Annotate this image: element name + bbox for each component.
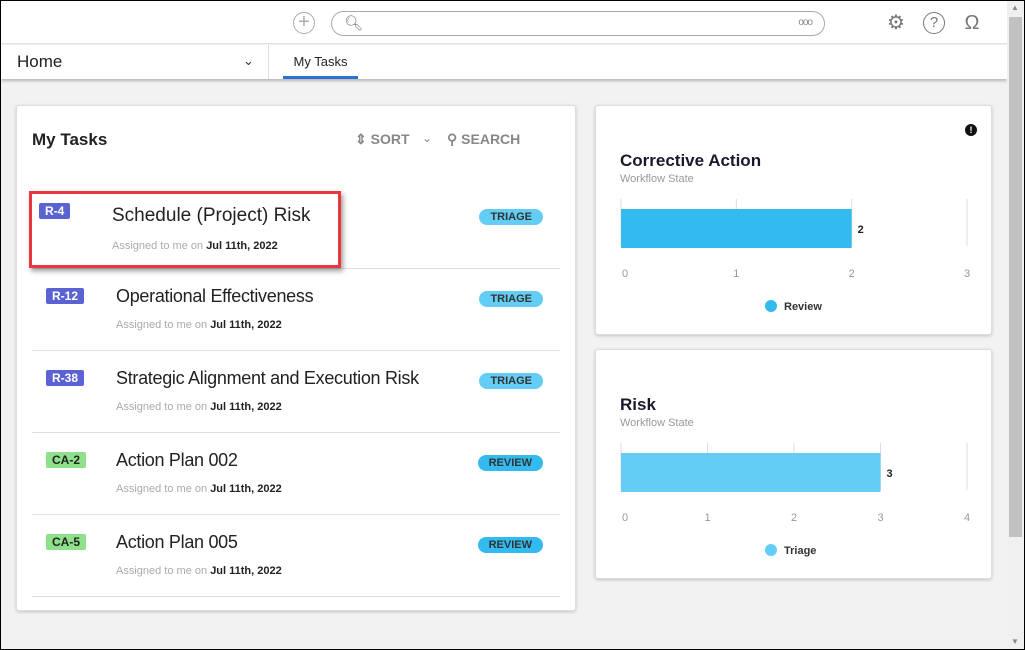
state-badge: REVIEW [477, 455, 543, 471]
gear-icon[interactable]: ⚙ [887, 12, 905, 34]
divider [268, 45, 269, 79]
tick-label: 0 [622, 268, 628, 280]
assigned-prefix: Assigned to me on [116, 565, 208, 577]
task-id-badge: R-12 [46, 288, 85, 304]
tick-label: 0 [622, 512, 628, 524]
widget-subtitle: Workflow State [620, 173, 694, 185]
widget-title: Corrective Action [620, 151, 762, 170]
highlight-box[interactable]: R-4 Schedule (Project) Risk Assigned to … [29, 191, 341, 268]
legend-label: Review [784, 301, 822, 313]
sort-button[interactable]: ⇕ SORT [355, 131, 410, 147]
search-input[interactable]: 🔍︎ ooo [331, 11, 825, 36]
state-badge: TRIAGE [479, 373, 543, 389]
task-title[interactable]: Action Plan 005 [116, 532, 238, 552]
tick-label: 3 [877, 512, 883, 524]
scrollbar-thumb[interactable] [1009, 17, 1022, 537]
data-label: 2 [858, 224, 864, 236]
search-label: SEARCH [461, 131, 521, 147]
task-row[interactable]: TRIAGE [32, 187, 560, 269]
task-title[interactable]: Schedule (Project) Risk [112, 205, 311, 226]
alert-icon[interactable]: ! [965, 124, 977, 136]
state-badge: REVIEW [477, 537, 543, 553]
task-assigned: Assigned to me on Jul 11th, 2022 [116, 319, 282, 331]
task-title[interactable]: Strategic Alignment and Execution Risk [116, 368, 419, 388]
ellipsis-icon[interactable]: ooo [798, 17, 813, 28]
tick-label: 3 [964, 268, 970, 280]
chevron-down-icon[interactable]: ⌄ [243, 53, 254, 68]
top-bar: + 🔍︎ ooo ⚙ ? Ω [1, 1, 1007, 44]
task-id-badge: CA-2 [46, 452, 87, 468]
data-label: 3 [887, 468, 893, 480]
tick-label: 4 [964, 512, 970, 524]
scrollbar[interactable]: ▲ ▼ [1007, 1, 1024, 649]
legend-marker [765, 300, 777, 312]
assigned-prefix: Assigned to me on [116, 401, 208, 413]
assigned-prefix: Assigned to me on [116, 319, 208, 331]
task-assigned: Assigned to me on Jul 11th, 2022 [116, 401, 282, 413]
task-title[interactable]: Operational Effectiveness [116, 286, 314, 306]
my-tasks-card: My Tasks ⇕ SORT ⌄ ⚲ SEARCH TRIAGE R-4 Sch… [16, 105, 576, 611]
assigned-date: Jul 11th, 2022 [210, 319, 282, 331]
card-title: My Tasks [32, 130, 108, 149]
nav-bar: Home ⌄ My Tasks [1, 45, 1007, 79]
user-icon[interactable]: Ω [964, 12, 980, 34]
widget-risk: Risk Workflow State 0 1 2 3 4 3 Triage [595, 349, 992, 579]
sort-label: SORT [370, 131, 410, 147]
state-badge: TRIAGE [479, 291, 543, 307]
question-icon[interactable]: ? [923, 12, 945, 34]
bar [621, 209, 852, 248]
widget-corrective-action: ! Corrective Action Workflow State 0 1 2 3 2… [595, 105, 992, 335]
task-id-badge: R-38 [46, 370, 85, 386]
legend-label: Triage [784, 545, 816, 557]
assigned-date: Jul 11th, 2022 [210, 401, 282, 413]
task-row[interactable]: R-12 Operational Effectiveness Assigned … [32, 269, 560, 351]
scroll-down-icon[interactable]: ▼ [1011, 637, 1019, 646]
home-dropdown[interactable]: Home [17, 52, 63, 71]
search-button[interactable]: ⚲ SEARCH [447, 131, 520, 148]
task-id-badge: R-4 [39, 203, 71, 219]
tick-label: 2 [791, 512, 797, 524]
assigned-date: Jul 11th, 2022 [206, 240, 278, 252]
tick-label: 2 [849, 268, 855, 280]
task-assigned: Assigned to me on Jul 11th, 2022 [116, 565, 282, 577]
assigned-prefix: Assigned to me on [112, 240, 204, 252]
search-icon: ⚲ [447, 131, 458, 147]
task-row[interactable]: CA-5 Action Plan 005 Assigned to me on J… [32, 515, 560, 597]
assigned-date: Jul 11th, 2022 [210, 483, 282, 495]
task-assigned: Assigned to me on Jul 11th, 2022 [116, 483, 282, 495]
task-title[interactable]: Action Plan 002 [116, 450, 238, 470]
tab-my-tasks[interactable]: My Tasks [283, 45, 358, 79]
state-badge: TRIAGE [479, 209, 543, 225]
assigned-prefix: Assigned to me on [116, 483, 208, 495]
tick-label: 1 [704, 512, 710, 524]
widget-subtitle: Workflow State [620, 417, 694, 429]
search-icon: 🔍︎ [344, 15, 364, 32]
task-row[interactable]: R-38 Strategic Alignment and Execution R… [32, 351, 560, 433]
task-id-badge: CA-5 [46, 534, 87, 550]
bar [621, 453, 881, 492]
task-row[interactable]: CA-2 Action Plan 002 Assigned to me on J… [32, 433, 560, 515]
bar-chart: 0 1 2 3 2 Review [620, 199, 970, 313]
assigned-date: Jul 11th, 2022 [210, 565, 282, 577]
tick-label: 1 [733, 268, 739, 280]
chevron-down-icon[interactable]: ⌄ [422, 131, 433, 145]
legend-marker [765, 544, 777, 556]
widget-title: Risk [620, 395, 656, 414]
task-assigned: Assigned to me on Jul 11th, 2022 [112, 240, 278, 252]
scroll-up-icon[interactable]: ▲ [1011, 3, 1019, 12]
plus-circle-icon[interactable]: + [293, 12, 315, 34]
bar-chart: 0 1 2 3 4 3 Triage [620, 443, 970, 557]
